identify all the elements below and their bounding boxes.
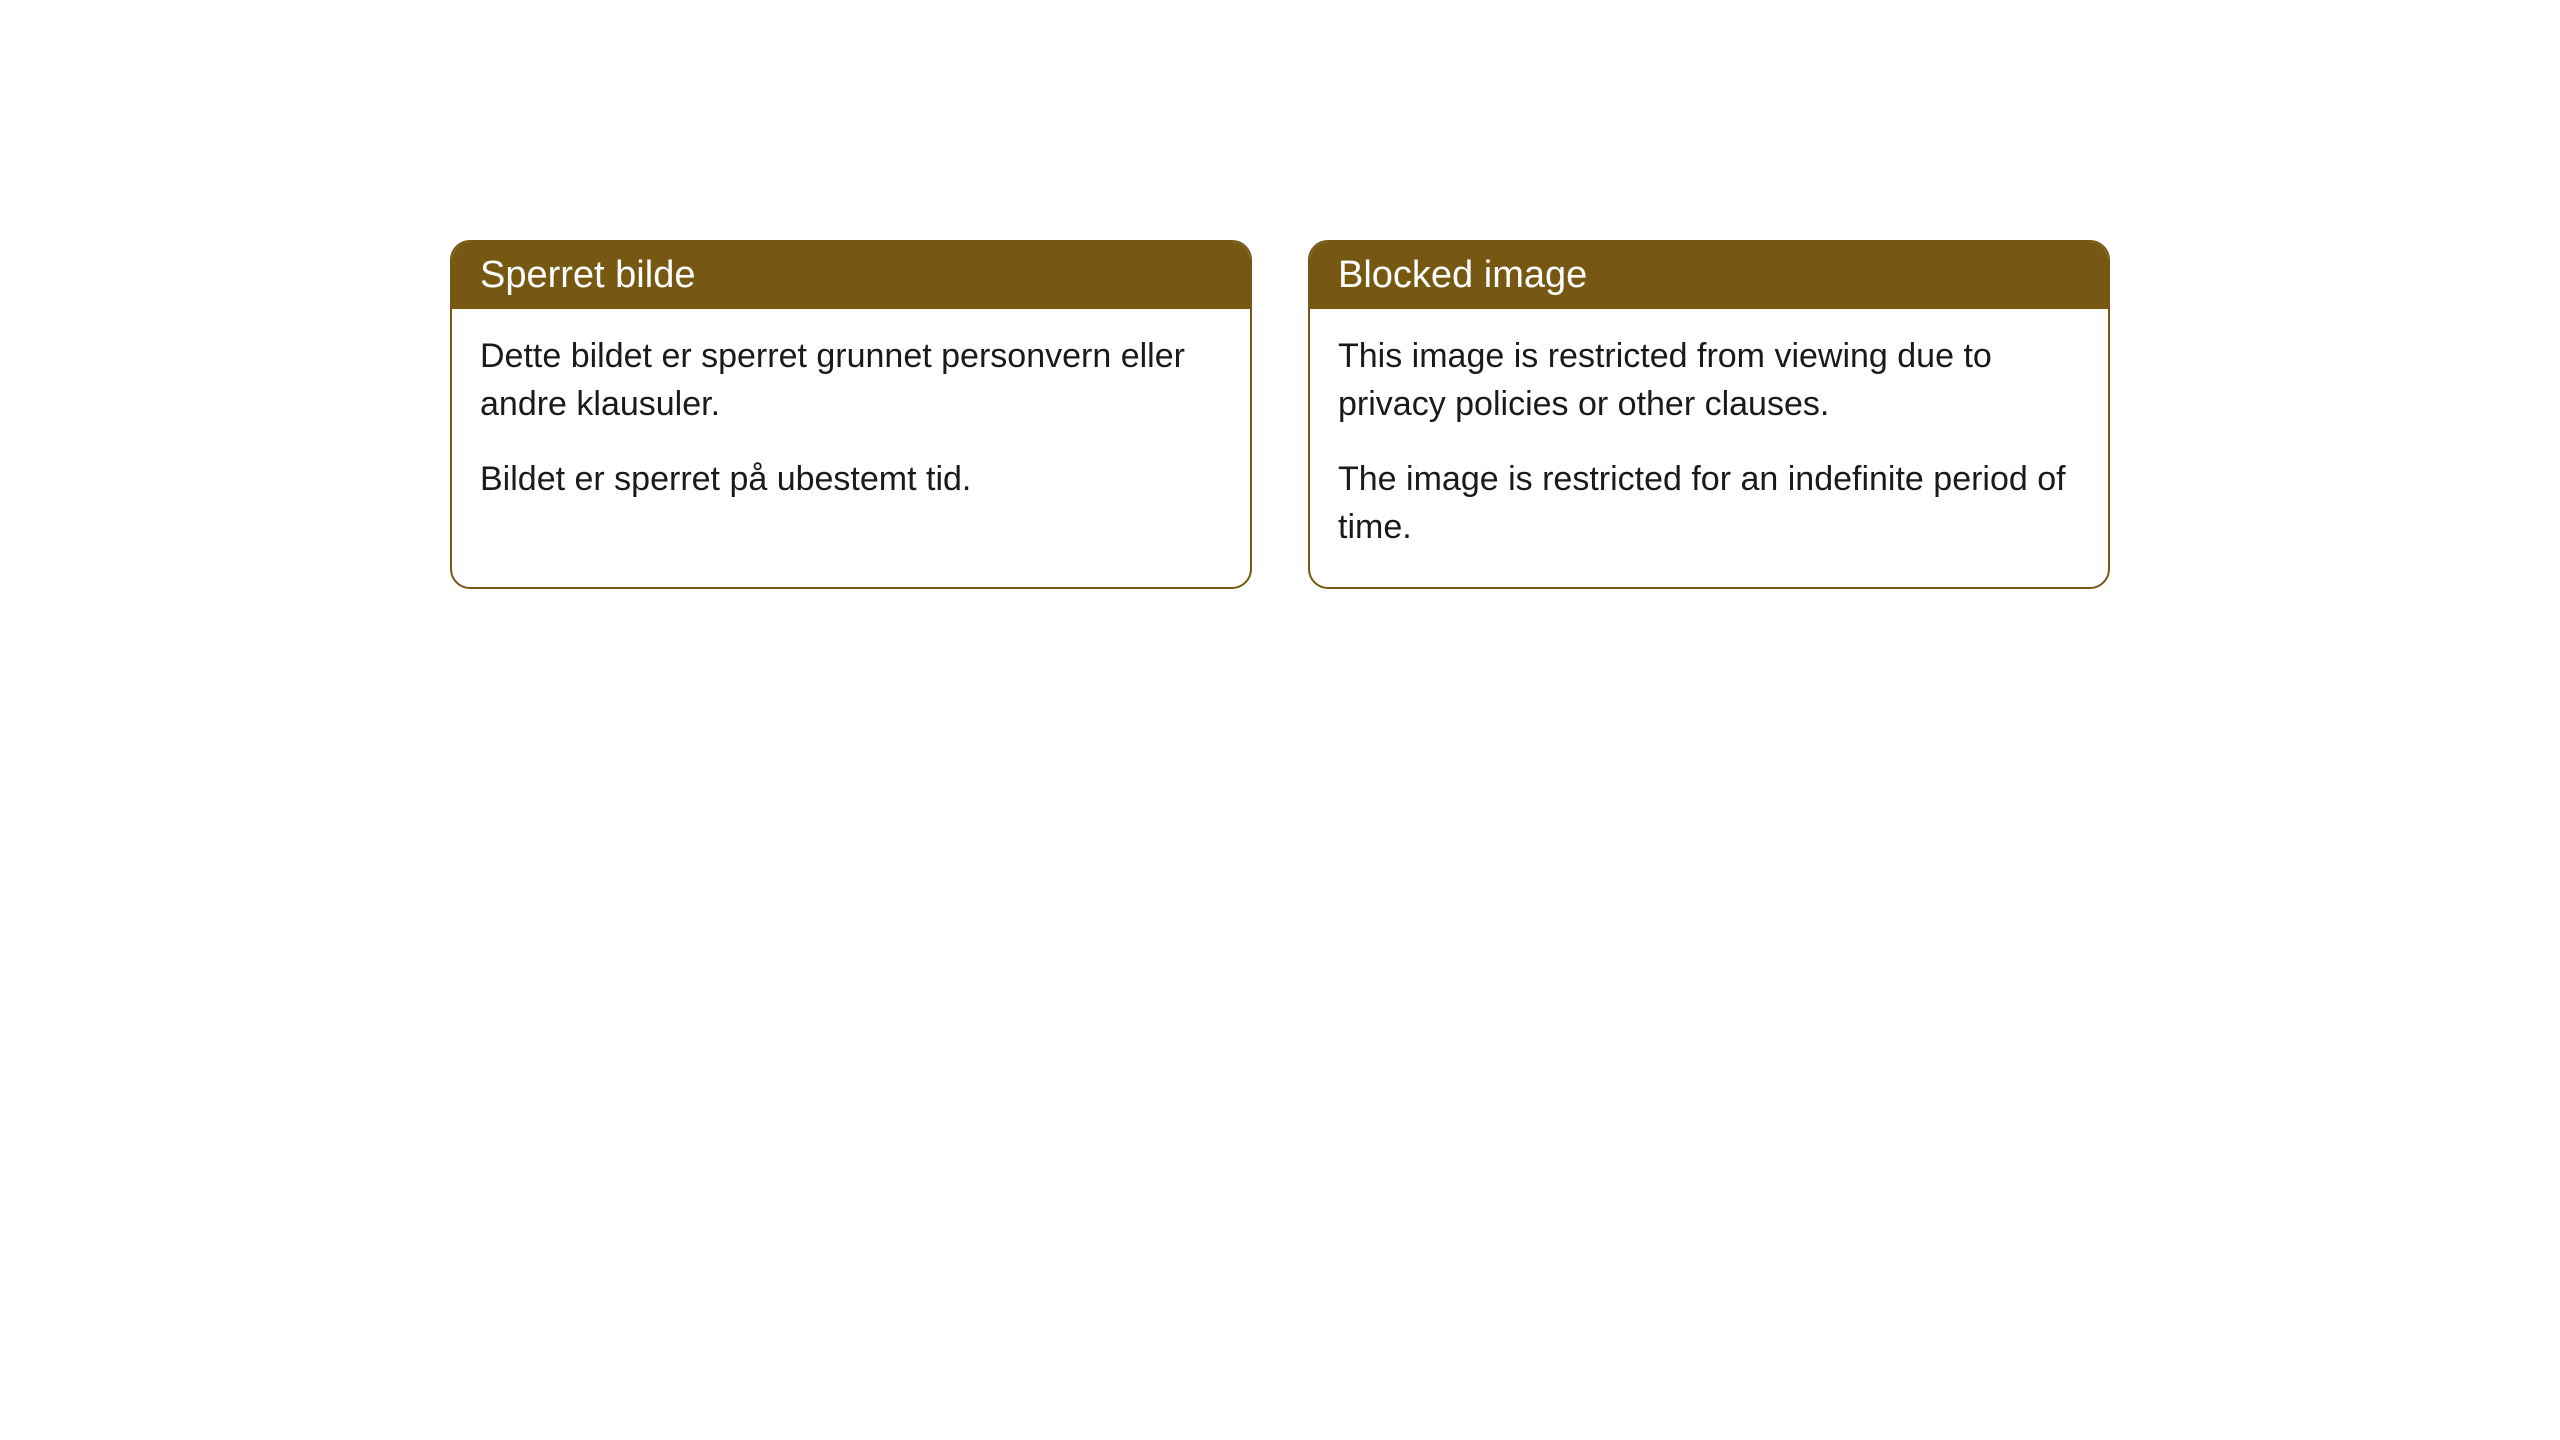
card-title: Sperret bilde: [480, 254, 695, 296]
card-body-norwegian: Dette bildet er sperret grunnet personve…: [452, 309, 1250, 540]
card-norwegian: Sperret bilde Dette bildet er sperret gr…: [450, 240, 1252, 589]
card-paragraph: Dette bildet er sperret grunnet personve…: [480, 333, 1222, 428]
card-title: Blocked image: [1338, 254, 1587, 296]
card-header-norwegian: Sperret bilde: [452, 242, 1250, 309]
card-english: Blocked image This image is restricted f…: [1308, 240, 2110, 589]
card-body-english: This image is restricted from viewing du…: [1310, 309, 2108, 587]
card-paragraph: The image is restricted for an indefinit…: [1338, 456, 2080, 551]
card-header-english: Blocked image: [1310, 242, 2108, 309]
card-paragraph: This image is restricted from viewing du…: [1338, 333, 2080, 428]
cards-container: Sperret bilde Dette bildet er sperret gr…: [450, 240, 2110, 589]
card-paragraph: Bildet er sperret på ubestemt tid.: [480, 456, 1222, 504]
